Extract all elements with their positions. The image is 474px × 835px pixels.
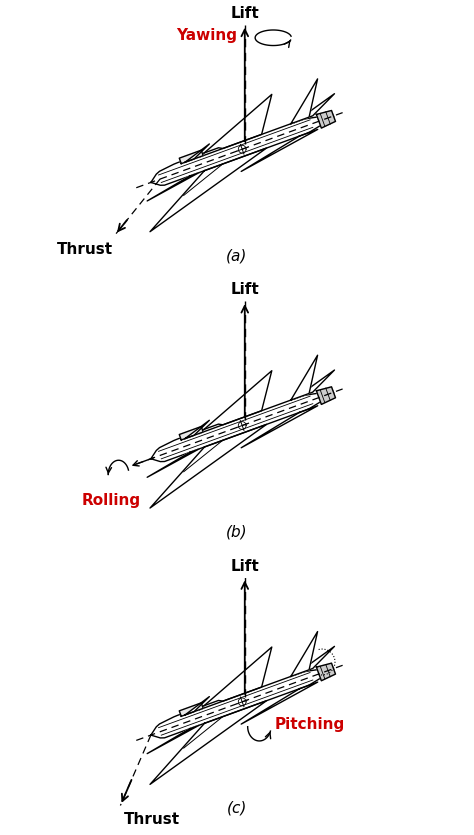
Polygon shape (150, 148, 266, 231)
Text: Lift: Lift (230, 282, 259, 297)
Polygon shape (185, 144, 210, 162)
Polygon shape (150, 701, 266, 784)
Polygon shape (291, 78, 318, 124)
Text: (b): (b) (226, 524, 248, 539)
Polygon shape (151, 391, 334, 462)
Polygon shape (179, 427, 203, 440)
Polygon shape (200, 371, 272, 433)
Polygon shape (317, 663, 336, 681)
Polygon shape (147, 449, 199, 478)
Polygon shape (147, 726, 199, 754)
Polygon shape (294, 94, 335, 123)
Polygon shape (150, 424, 266, 508)
Text: Lift: Lift (230, 6, 259, 21)
Polygon shape (151, 667, 334, 738)
Polygon shape (185, 420, 210, 438)
Text: Pitching: Pitching (275, 716, 345, 731)
Polygon shape (317, 110, 336, 128)
Text: Rolling: Rolling (81, 493, 140, 508)
Polygon shape (179, 150, 203, 164)
Polygon shape (317, 387, 336, 404)
Text: Lift: Lift (230, 559, 259, 574)
Polygon shape (151, 114, 334, 185)
Polygon shape (294, 646, 335, 676)
Text: Thrust: Thrust (56, 242, 113, 257)
Polygon shape (179, 703, 203, 716)
Polygon shape (241, 406, 318, 448)
Text: Yawing: Yawing (176, 28, 237, 43)
Polygon shape (241, 129, 318, 171)
Text: Thrust: Thrust (124, 812, 181, 827)
Polygon shape (147, 173, 199, 201)
Text: (a): (a) (226, 248, 248, 263)
Polygon shape (291, 631, 318, 676)
Polygon shape (291, 355, 318, 400)
Polygon shape (185, 696, 210, 715)
Polygon shape (294, 370, 335, 399)
Polygon shape (200, 94, 272, 157)
Polygon shape (241, 682, 318, 724)
Text: (c): (c) (227, 801, 247, 816)
Polygon shape (200, 647, 272, 710)
